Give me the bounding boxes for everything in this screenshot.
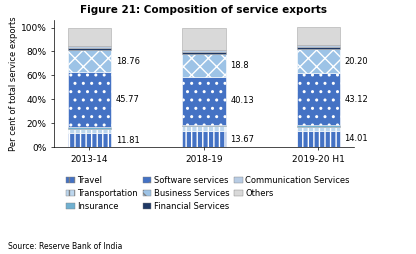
Text: Source: Reserve Bank of India: Source: Reserve Bank of India <box>8 243 123 251</box>
Bar <box>182 54 225 76</box>
Title: Figure 21: Composition of service exports: Figure 21: Composition of service export… <box>80 5 327 15</box>
Text: 13.67: 13.67 <box>230 135 254 144</box>
Bar <box>68 27 111 46</box>
Y-axis label: Per cent of total service exports: Per cent of total service exports <box>9 17 18 151</box>
Bar <box>297 73 340 125</box>
Legend: Travel, Transportation, Insurance, Software services, Business Services, Financi: Travel, Transportation, Insurance, Softw… <box>63 172 353 214</box>
Bar <box>68 133 111 147</box>
Bar <box>68 48 111 50</box>
Bar <box>297 131 340 147</box>
Bar <box>297 47 340 49</box>
Bar <box>297 27 340 45</box>
Text: 45.77: 45.77 <box>116 95 140 104</box>
Bar <box>297 127 340 131</box>
Bar <box>182 131 225 147</box>
Bar <box>68 50 111 72</box>
Bar <box>68 46 111 48</box>
Bar <box>297 125 340 127</box>
Text: 43.12: 43.12 <box>344 94 368 104</box>
Bar <box>297 45 340 47</box>
Bar <box>182 50 225 52</box>
Text: 20.20: 20.20 <box>344 57 368 66</box>
Bar <box>182 28 225 50</box>
Text: 40.13: 40.13 <box>230 96 254 105</box>
Text: 14.01: 14.01 <box>344 134 368 144</box>
Bar <box>68 72 111 127</box>
Text: 18.76: 18.76 <box>116 57 140 66</box>
Bar <box>182 52 225 54</box>
Bar <box>182 125 225 126</box>
Bar <box>182 76 225 125</box>
Bar <box>182 126 225 131</box>
Text: 18.8: 18.8 <box>230 61 249 70</box>
Text: 11.81: 11.81 <box>116 136 139 145</box>
Bar <box>68 129 111 133</box>
Bar <box>297 49 340 73</box>
Bar <box>68 127 111 129</box>
